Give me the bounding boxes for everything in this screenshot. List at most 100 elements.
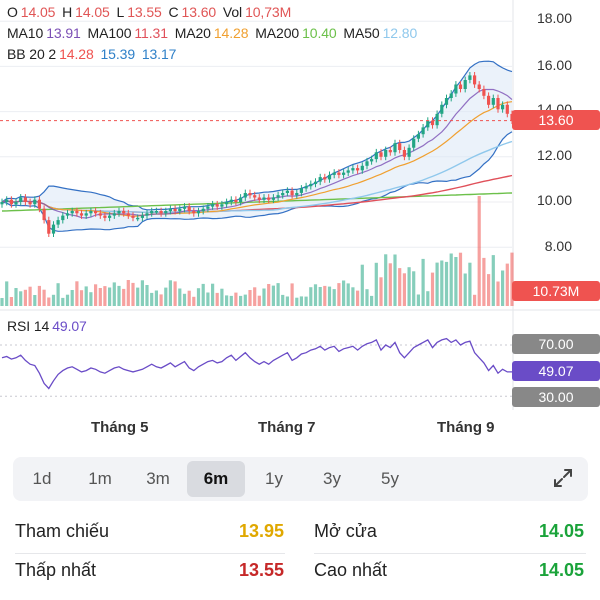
candle-body	[178, 208, 182, 212]
volume-bar	[271, 285, 275, 306]
candle-body	[482, 89, 486, 96]
candle-body	[75, 211, 79, 214]
volume-bar	[23, 289, 27, 306]
ma50-label: MA50	[343, 25, 380, 41]
candle-body	[318, 177, 322, 182]
volume-bar	[112, 282, 116, 306]
ma200-line	[1, 192, 513, 212]
candle-body	[290, 190, 294, 196]
stats-row: Tham chiếu 13.95 Mở cửa 14.05	[0, 515, 600, 553]
volume-bar	[154, 290, 158, 306]
price-chart[interactable]	[0, 0, 600, 445]
ma200-value: 10.40	[302, 25, 337, 41]
volume-bar	[295, 297, 299, 306]
candle-body	[65, 213, 70, 216]
bb-upper-value: 14.28	[59, 46, 94, 62]
candle-body	[117, 211, 121, 214]
candle-body	[28, 202, 32, 205]
candle-body	[323, 177, 327, 180]
close-value: 13.60	[181, 4, 217, 20]
candle-body	[449, 93, 453, 98]
bb-label: BB 20 2	[7, 46, 57, 62]
high-price-value: 14.05	[538, 560, 584, 580]
volume-bar	[70, 290, 74, 306]
candle-body	[164, 211, 168, 214]
candle-body	[140, 215, 144, 218]
volume-bar	[454, 257, 458, 306]
range-1m-button[interactable]: 1m	[88, 469, 112, 488]
reference-price-value: 13.95	[238, 521, 284, 541]
volume-bar	[42, 289, 46, 306]
candle-body	[271, 197, 275, 200]
candle-body	[206, 206, 210, 209]
volume-bar	[215, 292, 219, 306]
ma10-line	[1, 88, 513, 219]
rsi-legend: RSI 14 49.07	[7, 318, 90, 334]
volume-bar	[501, 270, 505, 306]
candle-body	[393, 143, 397, 153]
expand-icon[interactable]	[552, 467, 574, 489]
high-value: 14.05	[75, 4, 110, 20]
candle-body	[444, 98, 449, 105]
divider	[314, 553, 586, 554]
bollinger-lower-line	[1, 131, 513, 232]
ma200-label: MA200	[255, 25, 300, 41]
candle-body	[70, 211, 74, 214]
volume-bar	[342, 280, 346, 306]
high-label: H	[62, 4, 73, 20]
volume-bar	[159, 294, 163, 306]
range-6m-button[interactable]: 6m	[187, 461, 245, 497]
range-5y-button[interactable]: 5y	[381, 469, 399, 488]
candle-body	[9, 199, 13, 205]
candle-body	[501, 104, 505, 110]
volume-bar	[402, 273, 406, 306]
candle-body	[468, 75, 472, 80]
open-label: O	[7, 4, 18, 20]
price-tick: 8.00	[544, 238, 572, 254]
candle-body	[337, 172, 341, 175]
candle-body	[262, 197, 266, 200]
volume-bar	[248, 290, 252, 306]
candle-body	[173, 208, 177, 212]
volume-bar	[421, 258, 425, 306]
range-1y-button[interactable]: 1y	[265, 469, 283, 488]
candle-body	[407, 147, 411, 157]
candle-body	[440, 104, 444, 114]
volume-bar	[234, 292, 238, 306]
candle-body	[0, 202, 4, 205]
volume-bar	[337, 283, 341, 306]
bb-lower-value: 13.17	[141, 46, 177, 62]
volume-bar	[393, 254, 397, 306]
chart-area[interactable]: O 14.05 H 14.05 L 13.55 C 13.60 Vol 10,73M MA…	[0, 0, 600, 445]
candle-body	[412, 138, 416, 148]
volume-bar	[178, 288, 182, 306]
candle-body	[150, 211, 154, 214]
candle-body	[342, 172, 346, 175]
volume-bar	[140, 280, 144, 306]
candle-body	[56, 220, 60, 225]
volume-bar	[430, 272, 435, 306]
candle-body	[458, 84, 463, 89]
volume-label: Vol	[222, 4, 243, 20]
volume-bar	[187, 290, 191, 306]
range-3m-button[interactable]: 3m	[146, 469, 170, 488]
price-tick: 10.00	[536, 192, 572, 208]
volume-bar	[416, 294, 420, 306]
reference-price-label: Tham chiếu	[15, 521, 110, 541]
candle-body	[402, 150, 406, 157]
volume-bar	[496, 281, 500, 306]
candle-body	[79, 213, 84, 216]
candle-body	[510, 113, 514, 121]
range-3y-button[interactable]: 3y	[323, 469, 341, 488]
volume-bar	[19, 291, 23, 306]
volume-bar	[56, 283, 60, 306]
volume-bar	[220, 288, 224, 306]
candle-body	[421, 127, 425, 135]
candle-body	[23, 197, 27, 202]
candle-body	[356, 168, 360, 171]
range-1d-button[interactable]: 1d	[32, 469, 52, 488]
candle-body	[257, 197, 261, 200]
volume-bar	[150, 292, 154, 306]
volume-bar	[243, 294, 247, 306]
volume-bar	[79, 290, 84, 306]
